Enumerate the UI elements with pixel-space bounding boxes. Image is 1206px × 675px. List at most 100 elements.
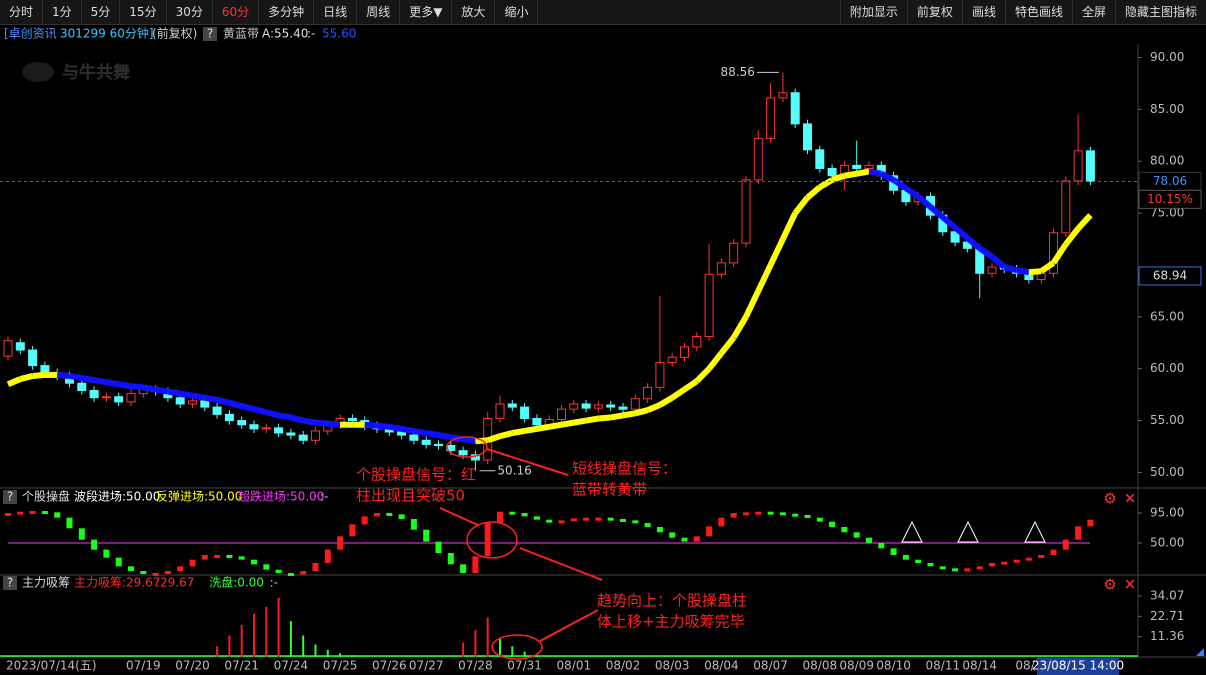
signal-bar: [103, 549, 110, 558]
signal-bar: [300, 571, 307, 575]
toolbar-button[interactable]: 缩小: [495, 0, 539, 24]
signal-bar: [693, 536, 700, 542]
toolbar-button[interactable]: 分时: [0, 0, 44, 24]
candle-body: [741, 179, 751, 244]
signal-bar: [866, 537, 872, 543]
signal-bar: [1062, 539, 1069, 550]
signal-bar: [361, 516, 368, 525]
band-segment: [253, 406, 268, 416]
toolbar-button[interactable]: 附加显示: [839, 0, 907, 24]
signal-bar: [1038, 555, 1045, 558]
legend-entry: 洗盘:0.00: [209, 575, 264, 590]
toolbar-button[interactable]: 多分钟: [259, 0, 315, 24]
toolbar-button[interactable]: 60分: [213, 0, 260, 24]
help-box[interactable]: [3, 490, 17, 504]
toolbar-button[interactable]: 画线: [961, 0, 1005, 24]
band-segment: [216, 396, 231, 406]
signal-bar: [287, 573, 294, 576]
toolbar-button[interactable]: 15分: [120, 0, 167, 24]
settings-icon[interactable]: ⚙: [1103, 576, 1116, 594]
candle-body: [618, 406, 628, 410]
toolbar-button[interactable]: 更多▼: [400, 0, 453, 24]
candle-body: [581, 403, 591, 409]
close-icon[interactable]: ✕: [1124, 576, 1137, 594]
signal-bar: [497, 511, 503, 523]
toolbar-button[interactable]: 日线: [314, 0, 358, 24]
corner-icon: [1196, 648, 1204, 656]
annotation-line: [519, 547, 603, 581]
signal-bar: [620, 519, 626, 522]
candle-body: [28, 349, 38, 367]
y-tick-label: 34.07: [1150, 588, 1184, 602]
band-segment: [93, 377, 107, 386]
signal-bar: [632, 520, 639, 524]
band-segment: [290, 414, 304, 424]
band-segment: [670, 386, 687, 401]
band-segment: [573, 417, 587, 426]
toolbar-button[interactable]: 30分: [167, 0, 213, 24]
legend-entry: 反弹进场:50.00: [156, 490, 242, 504]
candle-body: [237, 420, 247, 426]
x-tick-label: 08/14: [962, 659, 997, 673]
annotation-line: [539, 609, 599, 642]
signal-bar: [927, 563, 934, 567]
signal-triangle: [957, 520, 979, 543]
band-segment: [265, 409, 280, 419]
signal-bar: [128, 566, 134, 571]
candle-body: [593, 404, 603, 409]
signal-bar: [66, 517, 73, 529]
candle-body: [200, 400, 210, 408]
toolbar-button[interactable]: 周线: [357, 0, 401, 24]
close-icon[interactable]: ✕: [1124, 490, 1137, 508]
help-box[interactable]: [3, 576, 17, 590]
y-tick-label: 50.00: [1150, 536, 1184, 550]
toolbar-button[interactable]: 5分: [82, 0, 121, 24]
y-tick-label: 50.00: [1150, 465, 1184, 479]
x-tick-label: 2023/07/14(五): [6, 659, 97, 673]
toolbar-button[interactable]: 前复权: [906, 0, 962, 24]
band-segment: [743, 289, 762, 319]
toolbar: 分时 1分 5分 15分 30分 60分 多分钟 日线 周线 更多▼ 放大 缩小 附加显示 前复权 画线 特色…: [0, 0, 1206, 25]
help[interactable]: ?: [207, 27, 213, 41]
toolbar-button[interactable]: 特色画线: [1004, 0, 1072, 24]
band-segment: [228, 400, 243, 409]
x-tick-label: 08/08: [803, 659, 838, 673]
signal-bar: [890, 548, 897, 555]
signal-bar: [177, 566, 184, 571]
toolbar-button[interactable]: 放大: [452, 0, 496, 24]
signal-bar: [324, 549, 331, 563]
help-box[interactable]: [203, 27, 217, 41]
band-segment: [105, 379, 120, 388]
signal-bar: [755, 511, 762, 515]
signal-bar: [915, 559, 922, 563]
toolbar-button[interactable]: 全屏: [1071, 0, 1115, 24]
indicator-name: 黄蓝带: [223, 27, 259, 41]
x-tick-label: 07/21: [224, 659, 259, 673]
signal-bar: [902, 555, 909, 560]
signal-bar: [669, 532, 676, 538]
crosshair-box: [1037, 658, 1119, 675]
candle-body: [434, 443, 443, 446]
signal-bar: [989, 563, 995, 567]
toolbar-button[interactable]: 1分: [43, 0, 82, 24]
y-tick-label: 85.00: [1150, 102, 1184, 116]
settings-icon[interactable]: ⚙: [1103, 490, 1116, 508]
candle-body: [716, 262, 726, 275]
signal-bar: [853, 532, 860, 538]
signal-bar: [423, 529, 430, 542]
signal-bar: [939, 566, 946, 570]
signal-bar: [730, 513, 737, 518]
help: ?: [7, 576, 13, 590]
candle-body: [606, 404, 616, 408]
signal-bar: [337, 536, 344, 550]
candle-body: [274, 427, 284, 434]
signal-bar: [447, 553, 454, 565]
toolbar-button[interactable]: 隐藏主图指标: [1114, 0, 1206, 24]
signal-bar: [460, 564, 467, 573]
candle-body: [114, 396, 124, 403]
band-segment: [1028, 268, 1042, 276]
signal-bar: [17, 511, 24, 515]
signal-bar: [189, 559, 196, 567]
help: ?: [7, 490, 13, 504]
x-tick-label: 07/26: [372, 659, 407, 673]
